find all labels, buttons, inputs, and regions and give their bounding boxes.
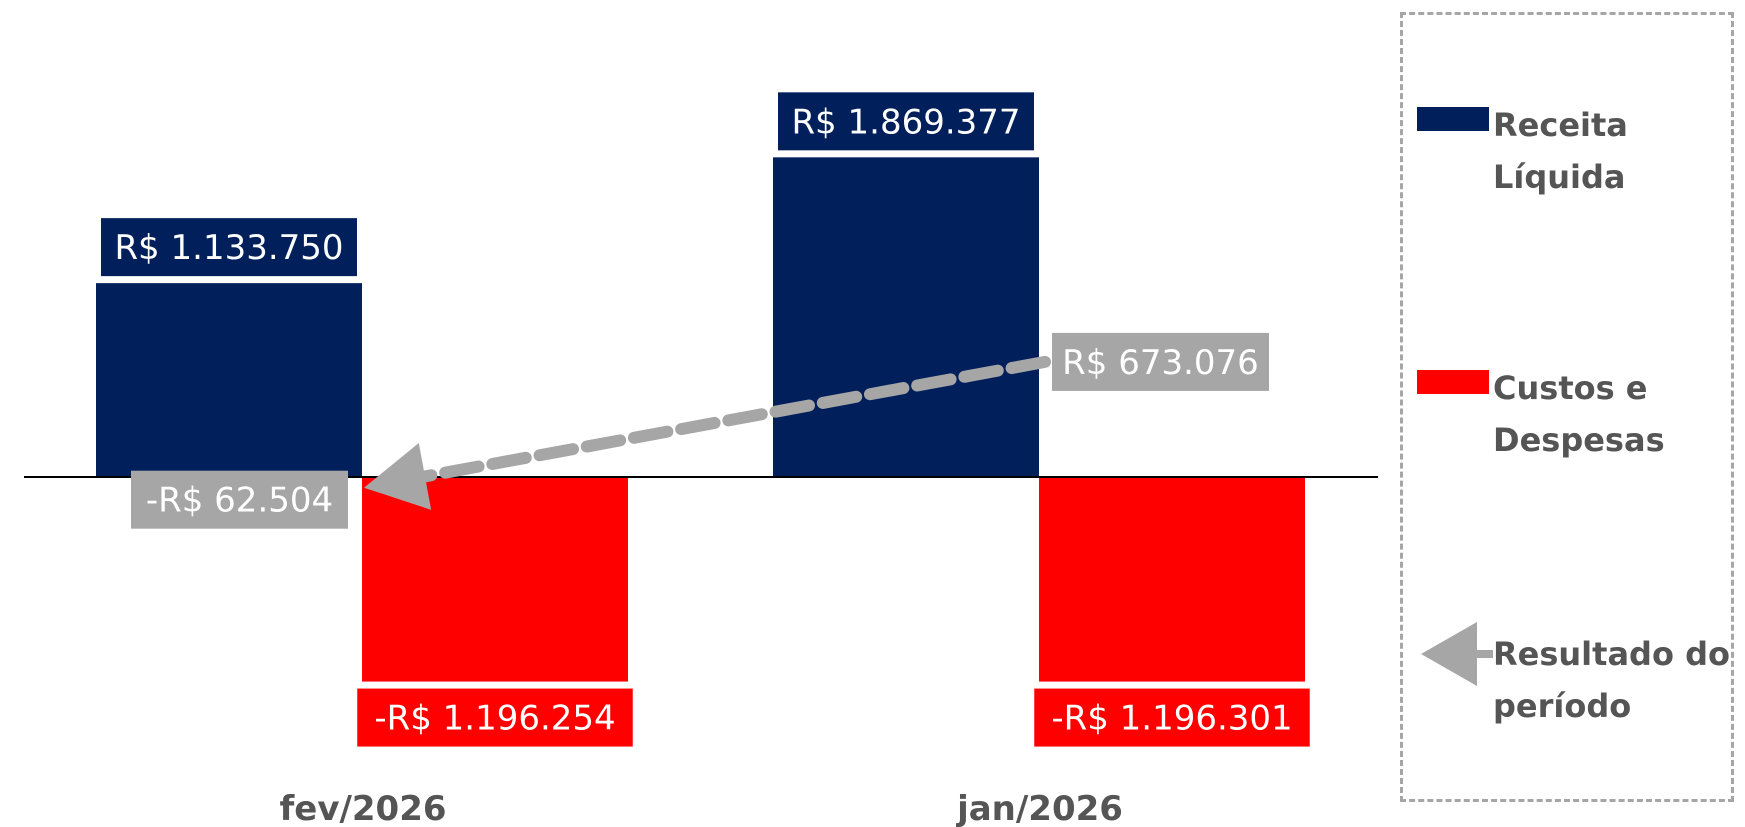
data-label-resultado-1-bg: [1052, 332, 1269, 391]
bar-receita-1: [773, 157, 1039, 477]
data-label-receita-0: R$ 1.133.750: [114, 228, 343, 268]
bar-custos-1: [1039, 477, 1305, 682]
legend-item-resultado: Resultado do período: [1415, 622, 1735, 738]
legend-label-custos: Custos e Despesas: [1493, 369, 1665, 459]
legend-label-resultado: Resultado do período: [1493, 635, 1730, 725]
data-label-receita-0-bg: [101, 218, 357, 277]
data-label-receita-1: R$ 1.869.377: [791, 102, 1020, 142]
result-line: [418, 355, 1051, 483]
data-label-custos-1: -R$ 1.196.301: [1051, 699, 1292, 739]
legend-swatch-receita: [1417, 107, 1489, 131]
legend-swatch-custos: [1417, 370, 1489, 394]
x-tick-label-1: jan/2026: [955, 789, 1123, 827]
chart-plot: R$ 1.133.750 R$ 1.869.377 -R$ 1.196.254 -R$…: [24, 92, 1378, 827]
legend-label-receita: Receita Líquida: [1493, 106, 1628, 196]
data-label-resultado-0: -R$ 62.504: [146, 481, 333, 521]
bar-receita-0: [96, 283, 362, 477]
bar-custos-0: [362, 477, 628, 682]
data-label-resultado-1: R$ 673.076: [1062, 343, 1259, 383]
data-label-custos-1-bg: [1034, 688, 1310, 747]
data-label-custos-0: -R$ 1.196.254: [374, 699, 615, 739]
x-tick-label-0: fev/2026: [279, 789, 446, 827]
data-label-resultado-0-bg: [131, 470, 348, 529]
legend-item-custos: Custos e Despesas: [1415, 362, 1735, 472]
legend-arrow-icon: [1421, 622, 1493, 686]
data-label-custos-0-bg: [357, 688, 633, 747]
legend-item-receita: Receita Líquida: [1415, 99, 1735, 209]
chart-legend: Receita Líquida Custos e Despesas Result…: [1400, 12, 1734, 802]
result-arrowhead: [364, 442, 432, 510]
data-label-receita-1-bg: [778, 92, 1034, 151]
